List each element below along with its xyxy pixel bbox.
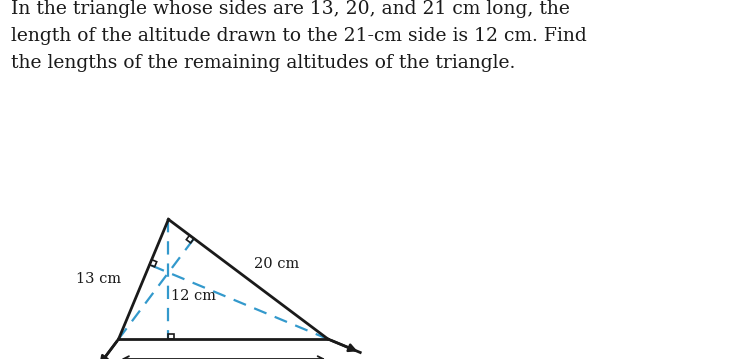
Text: In the triangle whose sides are 13, 20, and 21 cm long, the
length of the altitu: In the triangle whose sides are 13, 20, … xyxy=(11,0,587,72)
Text: 20 cm: 20 cm xyxy=(254,257,300,271)
Text: 13 cm: 13 cm xyxy=(77,272,121,286)
Text: 12 cm: 12 cm xyxy=(171,289,216,303)
